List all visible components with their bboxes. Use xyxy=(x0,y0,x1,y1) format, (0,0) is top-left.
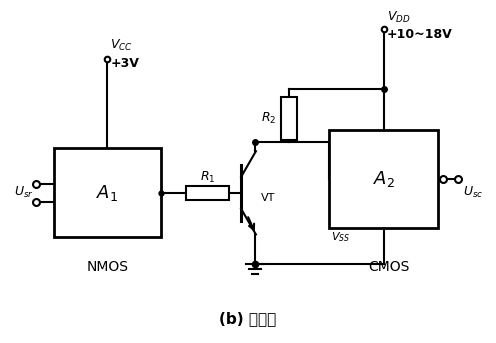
Text: +3V: +3V xyxy=(110,57,139,70)
Text: (b) 电路二: (b) 电路二 xyxy=(219,311,277,326)
Text: NMOS: NMOS xyxy=(86,260,128,274)
Text: CMOS: CMOS xyxy=(368,260,410,274)
Bar xyxy=(186,186,229,200)
Text: +10~18V: +10~18V xyxy=(387,28,453,40)
Bar xyxy=(54,148,161,237)
Text: $R_2$: $R_2$ xyxy=(261,111,277,126)
Text: $V_{SS}$: $V_{SS}$ xyxy=(331,230,351,244)
Text: $U_{sc}$: $U_{sc}$ xyxy=(463,185,484,200)
Bar xyxy=(281,97,297,140)
Text: $V_{CC}$: $V_{CC}$ xyxy=(110,37,133,52)
Text: $V_{DD}$: $V_{DD}$ xyxy=(387,10,411,25)
Text: $A_2$: $A_2$ xyxy=(373,169,395,189)
Text: VT: VT xyxy=(261,193,275,203)
Bar xyxy=(329,130,438,227)
Text: $A_1$: $A_1$ xyxy=(96,183,118,203)
Text: $U_{sr}$: $U_{sr}$ xyxy=(14,185,34,200)
Text: $R_1$: $R_1$ xyxy=(199,169,215,185)
